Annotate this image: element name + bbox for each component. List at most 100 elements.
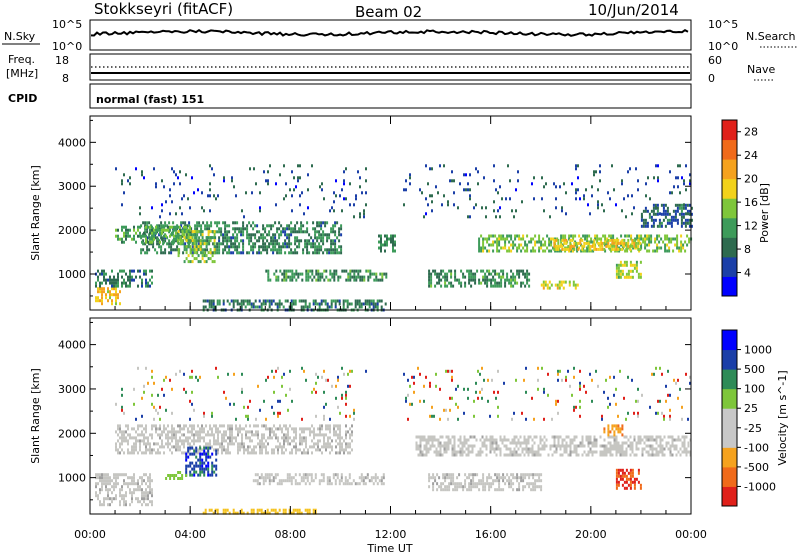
data-cell bbox=[584, 445, 586, 448]
data-cell bbox=[284, 242, 286, 245]
data-cell bbox=[675, 219, 677, 222]
data-cell bbox=[685, 373, 687, 376]
data-cell bbox=[160, 248, 162, 251]
data-cell bbox=[286, 236, 288, 239]
data-cell bbox=[255, 473, 257, 476]
data-cell bbox=[687, 212, 689, 215]
data-cell bbox=[603, 209, 605, 212]
data-cell bbox=[227, 300, 229, 303]
data-cell bbox=[473, 415, 475, 418]
data-cell bbox=[133, 388, 135, 391]
data-cell bbox=[520, 445, 522, 448]
data-cell bbox=[319, 185, 321, 188]
data-cell bbox=[428, 282, 430, 285]
data-cell bbox=[533, 176, 535, 179]
data-cell bbox=[460, 439, 462, 442]
data-cell bbox=[524, 436, 526, 439]
data-cell bbox=[229, 303, 231, 306]
data-cell bbox=[588, 445, 590, 448]
data-cell bbox=[240, 227, 242, 230]
data-cell bbox=[490, 482, 492, 485]
data-cell bbox=[637, 248, 639, 251]
data-cell bbox=[125, 226, 127, 229]
data-cell bbox=[230, 245, 232, 248]
data-cell bbox=[617, 248, 619, 251]
data-cell bbox=[317, 442, 319, 445]
data-cell bbox=[295, 270, 297, 273]
data-cell bbox=[553, 239, 555, 242]
data-cell bbox=[311, 273, 313, 276]
data-cell bbox=[514, 442, 516, 445]
data-cell bbox=[476, 482, 478, 485]
data-cell bbox=[651, 225, 653, 228]
data-cell bbox=[425, 212, 427, 215]
data-cell bbox=[341, 209, 343, 212]
colorbar-tick-label: -1000 bbox=[744, 480, 776, 493]
data-cell bbox=[619, 248, 621, 251]
data-cell bbox=[624, 261, 626, 264]
data-cell bbox=[672, 442, 674, 445]
data-cell bbox=[175, 238, 177, 241]
data-cell bbox=[285, 448, 287, 451]
data-cell bbox=[165, 477, 167, 480]
data-cell bbox=[514, 454, 516, 457]
data-cell bbox=[658, 436, 660, 439]
data-cell bbox=[465, 173, 467, 176]
data-cell bbox=[676, 244, 678, 247]
data-cell bbox=[462, 442, 464, 445]
data-cell bbox=[426, 442, 428, 445]
data-cell bbox=[622, 484, 624, 487]
data-cell bbox=[620, 475, 622, 478]
colorbar-tick-label: 24 bbox=[744, 149, 758, 162]
data-cell bbox=[460, 270, 462, 273]
data-cell bbox=[656, 247, 658, 250]
data-cell bbox=[482, 473, 484, 476]
data-cell bbox=[209, 427, 211, 430]
data-cell bbox=[653, 222, 655, 225]
data-cell bbox=[149, 232, 151, 235]
data-cell bbox=[211, 462, 213, 465]
data-cell bbox=[505, 197, 507, 200]
data-cell bbox=[143, 436, 145, 439]
data-cell bbox=[117, 424, 119, 427]
data-cell bbox=[264, 245, 266, 248]
data-cell bbox=[663, 204, 665, 207]
data-cell bbox=[477, 170, 479, 173]
data-cell bbox=[559, 370, 561, 373]
data-cell bbox=[193, 409, 195, 412]
data-cell bbox=[147, 503, 149, 506]
data-cell bbox=[648, 244, 650, 247]
data-cell bbox=[121, 270, 123, 273]
data-cell bbox=[640, 235, 642, 238]
data-cell bbox=[607, 242, 609, 245]
data-cell bbox=[171, 241, 173, 244]
data-cell bbox=[265, 451, 267, 454]
data-cell bbox=[609, 197, 611, 200]
data-cell bbox=[470, 276, 472, 279]
data-cell bbox=[169, 477, 171, 480]
data-cell bbox=[280, 224, 282, 227]
data-cell bbox=[515, 188, 517, 191]
data-cell bbox=[111, 279, 113, 282]
data-cell bbox=[241, 391, 243, 394]
data-cell bbox=[564, 445, 566, 448]
data-cell bbox=[157, 412, 159, 415]
data-cell bbox=[121, 488, 123, 491]
data-cell bbox=[548, 241, 550, 244]
data-cell bbox=[200, 224, 202, 227]
data-cell bbox=[470, 485, 472, 488]
data-cell bbox=[314, 242, 316, 245]
data-cell bbox=[564, 439, 566, 442]
data-cell bbox=[209, 447, 211, 450]
data-cell bbox=[107, 491, 109, 494]
data-cell bbox=[380, 244, 382, 247]
data-cell bbox=[295, 479, 297, 482]
data-cell bbox=[551, 418, 553, 421]
data-cell bbox=[101, 485, 103, 488]
data-cell bbox=[133, 270, 135, 273]
data-cell bbox=[599, 248, 601, 251]
data-cell bbox=[353, 215, 355, 218]
data-cell bbox=[550, 238, 552, 241]
data-cell bbox=[669, 394, 671, 397]
data-cell bbox=[189, 430, 191, 433]
